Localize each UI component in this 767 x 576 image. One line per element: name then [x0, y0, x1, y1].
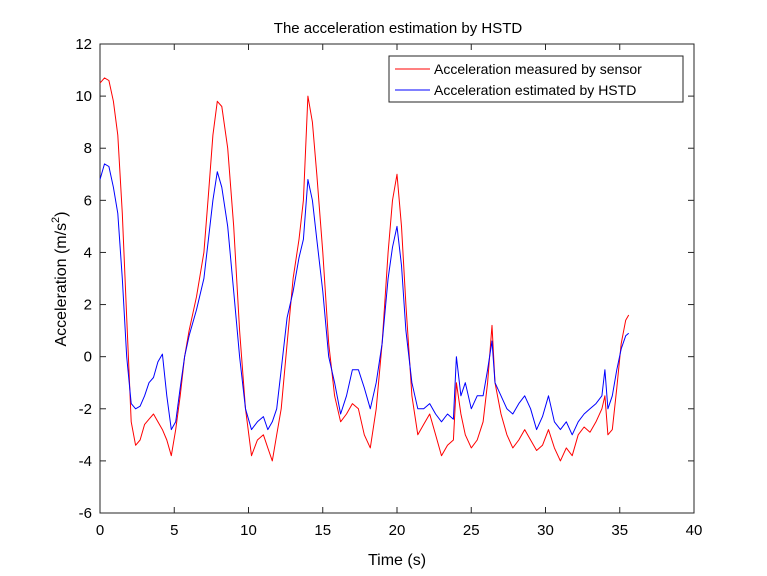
x-tick-label: 20: [389, 522, 406, 539]
y-axis-label-close: ): [53, 211, 70, 216]
x-tick-label: 10: [240, 522, 257, 539]
y-axis-label-main: Acceleration (m/s: [53, 223, 70, 347]
y-axis-label: Acceleration (m/s2): [50, 211, 70, 346]
x-axis: 0 5 10 15 20 25 30 35 40: [96, 44, 703, 539]
x-axis-label: Time (s): [368, 552, 426, 569]
y-tick-label: -4: [79, 453, 92, 470]
series-line-measured: [99, 77, 630, 462]
plot-frame: [99, 43, 695, 514]
x-tick-label: 0: [96, 522, 104, 539]
y-tick-label: 12: [75, 36, 92, 53]
y-axis: -6 -4 -2 0 2 4 6 8 10 12: [75, 36, 694, 522]
plot-area: 0 5 10 15 20 25 30 35 40 -6 -4 -2 0 2 4 6 8 10 12: [75, 36, 702, 539]
y-tick-label: 6: [84, 192, 92, 209]
y-tick-label: 8: [84, 140, 92, 157]
legend: Acceleration measured by sensor Accelera…: [388, 55, 684, 103]
legend-box: [388, 55, 684, 103]
x-tick-label: 35: [611, 522, 628, 539]
x-tick-label: 30: [537, 522, 554, 539]
y-axis-label-sup: 2: [50, 217, 62, 223]
y-tick-label: 4: [84, 244, 92, 261]
x-tick-label: 40: [686, 522, 703, 539]
series-line-estimated: [99, 163, 630, 436]
x-tick-label: 5: [170, 522, 178, 539]
y-tick-label: 2: [84, 297, 92, 314]
y-tick-label: 0: [84, 349, 92, 366]
chart-title: The acceleration estimation by HSTD: [274, 20, 523, 37]
x-tick-label: 25: [463, 522, 480, 539]
series-lines: [99, 77, 630, 462]
y-tick-label: 10: [75, 88, 92, 105]
legend-label-measured: Acceleration measured by sensor: [434, 61, 642, 77]
y-tick-label: -6: [79, 505, 92, 522]
legend-label-estimated: Acceleration estimated by HSTD: [434, 82, 636, 98]
x-tick-label: 15: [314, 522, 331, 539]
y-tick-label: -2: [79, 401, 92, 418]
